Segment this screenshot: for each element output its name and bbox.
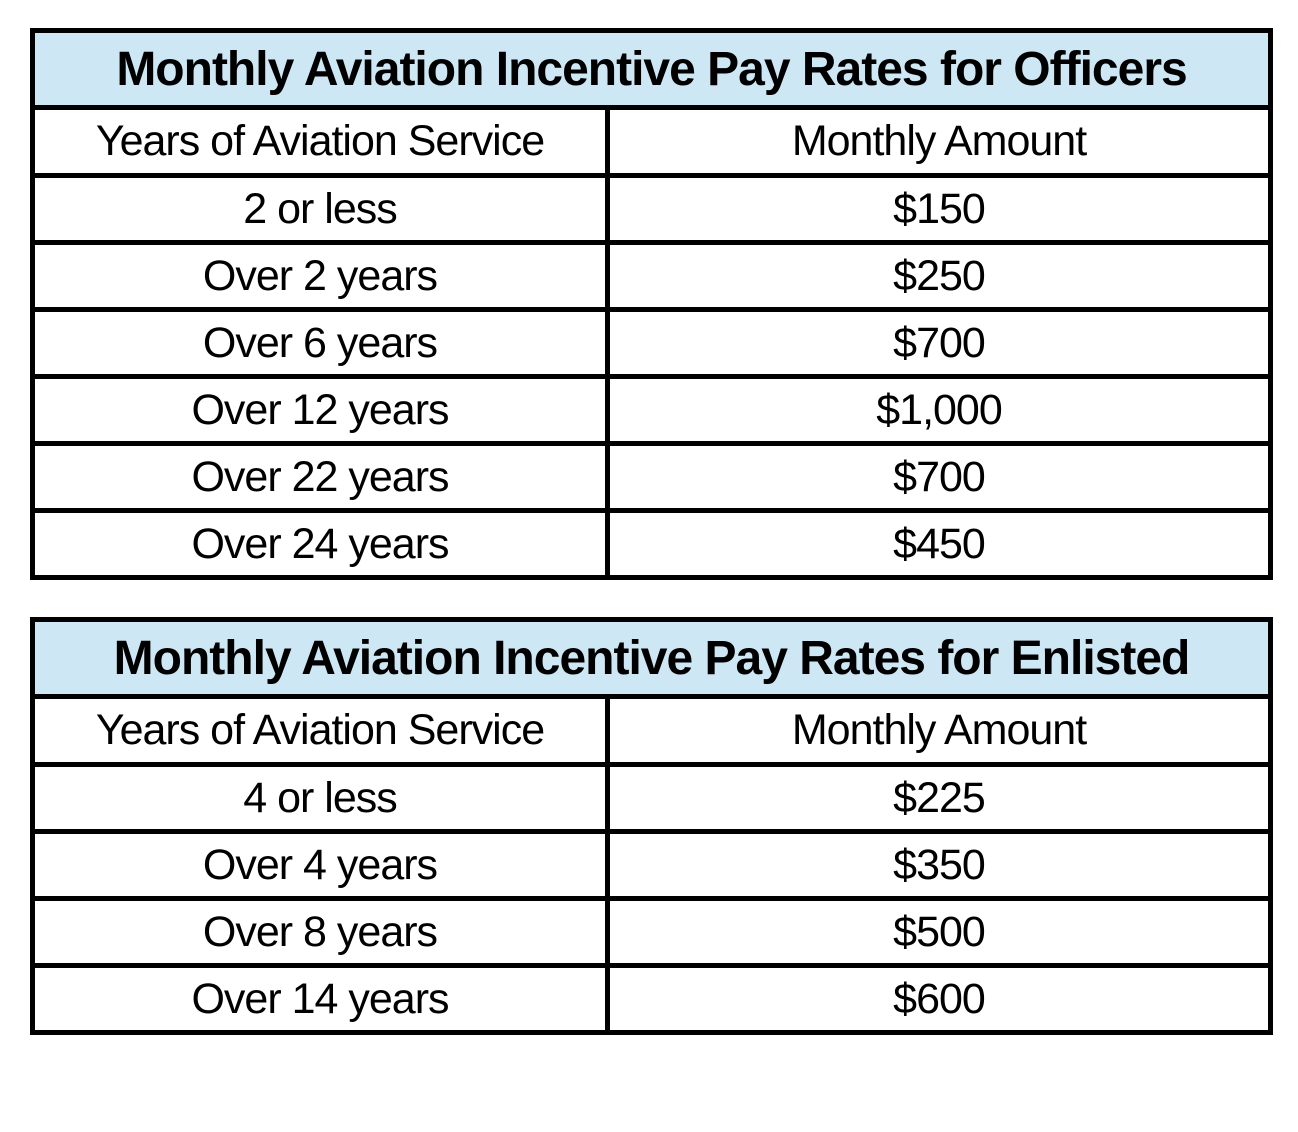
officers-table-title: Monthly Aviation Incentive Pay Rates for… (30, 28, 1273, 110)
table-gap (30, 580, 1268, 617)
amount-cell: $500 (604, 896, 1274, 968)
officers-title-row: Monthly Aviation Incentive Pay Rates for… (30, 28, 1273, 110)
officers-pay-table: Monthly Aviation Incentive Pay Rates for… (30, 28, 1273, 580)
years-cell: Over 24 years (30, 508, 610, 580)
enlisted-table-title: Monthly Aviation Incentive Pay Rates for… (29, 617, 1274, 699)
years-cell: Over 22 years (30, 441, 610, 513)
table-row: Over 14 years $600 (30, 963, 1274, 1035)
years-cell: Over 12 years (30, 374, 610, 446)
table-row: Over 4 years $350 (30, 829, 1274, 901)
table-row: Over 22 years $700 (30, 441, 1273, 513)
table-row: 2 or less $150 (30, 173, 1273, 245)
table-row: Over 12 years $1,000 (30, 374, 1273, 446)
officers-column-header-amount: Monthly Amount (605, 105, 1273, 178)
amount-cell: $250 (605, 240, 1273, 312)
officers-header-row: Years of Aviation Service Monthly Amount (30, 105, 1273, 178)
amount-cell: $350 (604, 829, 1274, 901)
amount-cell: $700 (605, 441, 1273, 513)
years-cell: Over 8 years (30, 896, 610, 968)
enlisted-pay-table: Monthly Aviation Incentive Pay Rates for… (29, 617, 1274, 1035)
years-cell: 4 or less (30, 762, 610, 834)
enlisted-title-row: Monthly Aviation Incentive Pay Rates for… (29, 617, 1274, 699)
amount-cell: $1,000 (605, 374, 1273, 446)
amount-cell: $225 (604, 762, 1274, 834)
enlisted-column-header-years: Years of Aviation Service (30, 694, 610, 767)
years-cell: Over 2 years (30, 240, 610, 312)
years-cell: Over 14 years (30, 963, 610, 1035)
amount-cell: $600 (604, 963, 1274, 1035)
table-row: Over 6 years $700 (30, 307, 1273, 379)
table-row: Over 2 years $250 (30, 240, 1273, 312)
years-cell: Over 4 years (30, 829, 610, 901)
table-row: Over 24 years $450 (30, 508, 1273, 580)
amount-cell: $450 (605, 508, 1273, 580)
officers-column-header-years: Years of Aviation Service (30, 105, 610, 178)
amount-cell: $150 (605, 173, 1273, 245)
amount-cell: $700 (605, 307, 1273, 379)
years-cell: Over 6 years (30, 307, 610, 379)
years-cell: 2 or less (30, 173, 610, 245)
table-row: Over 8 years $500 (30, 896, 1274, 968)
table-row: 4 or less $225 (30, 762, 1274, 834)
enlisted-header-row: Years of Aviation Service Monthly Amount (30, 694, 1274, 767)
enlisted-column-header-amount: Monthly Amount (604, 694, 1274, 767)
